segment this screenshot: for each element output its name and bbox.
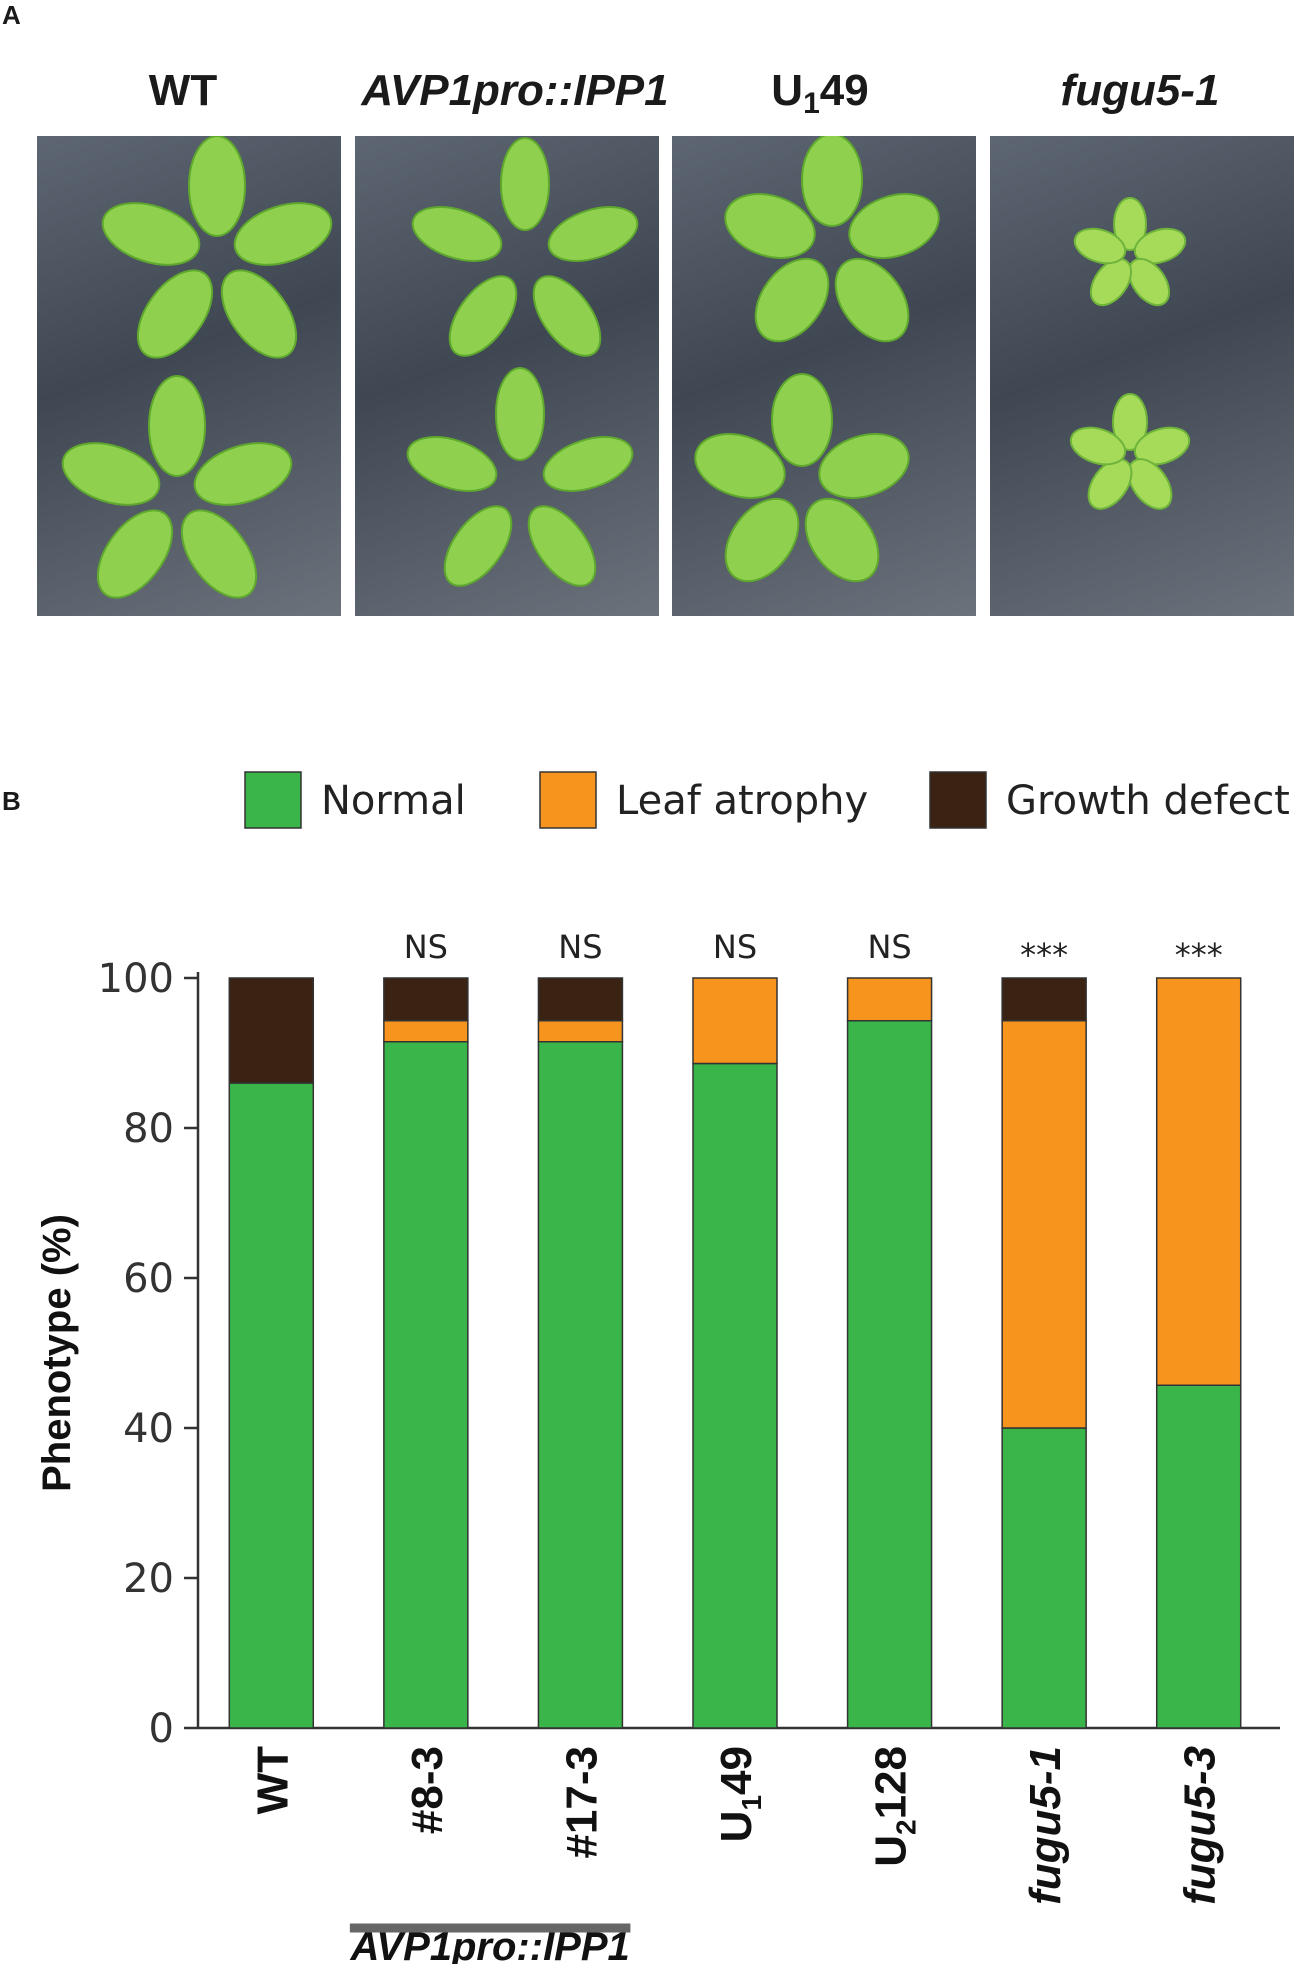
y-axis-label: Phenotype (%) (35, 1214, 79, 1492)
category-label-rest: 128 (867, 1746, 916, 1819)
rosette-illustration-avp1pro-ipp1 (406, 137, 639, 587)
bar-normal-6 (1155, 1384, 1242, 1729)
bar-leaf-atrophy-4 (846, 977, 933, 1022)
significance-label-4: NS (867, 928, 911, 966)
category-label-rest: 49 (712, 1746, 761, 1795)
rosette-illustration-fugu5-1 (1069, 197, 1191, 510)
y-tick-label: 40 (123, 1406, 174, 1452)
bar-growth-defect-0 (228, 977, 315, 1084)
category-label-subscript: 1 (736, 1795, 767, 1811)
photo-title-fugu5-1: fugu5-1 (1060, 66, 1220, 115)
y-tick-label: 80 (123, 1106, 174, 1152)
photo-title-u-rest: 49 (819, 66, 869, 115)
bar-normal-2 (537, 1041, 624, 1729)
significance-label-5: *** (1020, 936, 1068, 974)
photo-wt (37, 136, 341, 616)
category-label-4: U2128 (867, 1746, 922, 1867)
panel-b-letter: B (2, 786, 21, 816)
photo-title-u-sub: 1 (803, 87, 820, 120)
bar-normal-1 (383, 1041, 469, 1729)
category-label-main: #8-3 (403, 1746, 452, 1834)
category-label-5: fugu5-1 (1021, 1746, 1070, 1905)
significance-label-6: *** (1175, 936, 1223, 974)
legend-label-growth-defect: Growth defect (1006, 778, 1290, 824)
photo-u1-49 (672, 136, 976, 616)
significance-label-3: NS (713, 928, 757, 966)
category-label-2: #17-3 (557, 1746, 606, 1859)
significance-label-1: NS (404, 928, 448, 966)
bar-leaf-atrophy-5 (1001, 1020, 1087, 1429)
legend-swatch-normal (244, 771, 302, 829)
bar-leaf-atrophy-3 (692, 977, 778, 1065)
photo-avp1pro-ipp1 (355, 136, 659, 616)
category-label-3: U149 (712, 1746, 767, 1842)
photo-fugu5-1 (990, 136, 1294, 616)
significance-label-2: NS (558, 928, 602, 966)
y-tick-label: 100 (98, 956, 174, 1002)
y-tick-label: 20 (123, 1556, 174, 1602)
category-label-1: #8-3 (403, 1746, 452, 1834)
photo-title-wt: WT (148, 66, 218, 115)
bar-growth-defect-5 (1001, 977, 1087, 1022)
group-label: AVP1pro::IPP1 (349, 1925, 629, 1964)
bar-growth-defect-1 (383, 977, 469, 1022)
bar-normal-4 (846, 1020, 933, 1729)
bar-normal-3 (692, 1062, 778, 1729)
y-tick-label: 60 (123, 1256, 174, 1302)
rosette-illustration-u1-49 (694, 136, 940, 583)
category-label-main: U (712, 1811, 761, 1843)
category-label-main: U (867, 1835, 916, 1867)
y-tick-label: 0 (149, 1706, 174, 1752)
photo-title-u-main: U (771, 66, 804, 115)
category-label-subscript: 2 (891, 1819, 922, 1835)
category-label-6: fugu5-3 (1176, 1746, 1225, 1905)
category-label-main: WT (248, 1746, 297, 1815)
bar-normal-5 (1001, 1427, 1087, 1729)
category-label-main: #17-3 (557, 1746, 606, 1859)
photo-title-avp1pro-ipp1: AVP1pro::IPP1 (361, 66, 669, 115)
legend-swatch-growth-defect (929, 771, 987, 829)
bar-normal-0 (228, 1082, 315, 1729)
bar-leaf-atrophy-6 (1155, 977, 1242, 1386)
legend-label-normal: Normal (321, 778, 466, 824)
legend-label-leaf-atrophy: Leaf atrophy (616, 778, 868, 824)
bar-leaf-atrophy-1 (383, 1020, 469, 1043)
rosette-illustration-wt (61, 136, 333, 599)
photo-title-u1-49: U149 (670, 66, 970, 121)
category-label-main: fugu5-3 (1176, 1746, 1225, 1905)
legend-swatch-leaf-atrophy (539, 771, 597, 829)
category-label-0: WT (248, 1746, 297, 1815)
category-label-main: fugu5-1 (1021, 1746, 1070, 1905)
panel-a-letter: A (2, 0, 21, 30)
bar-growth-defect-2 (537, 977, 624, 1022)
bar-leaf-atrophy-2 (537, 1020, 624, 1043)
